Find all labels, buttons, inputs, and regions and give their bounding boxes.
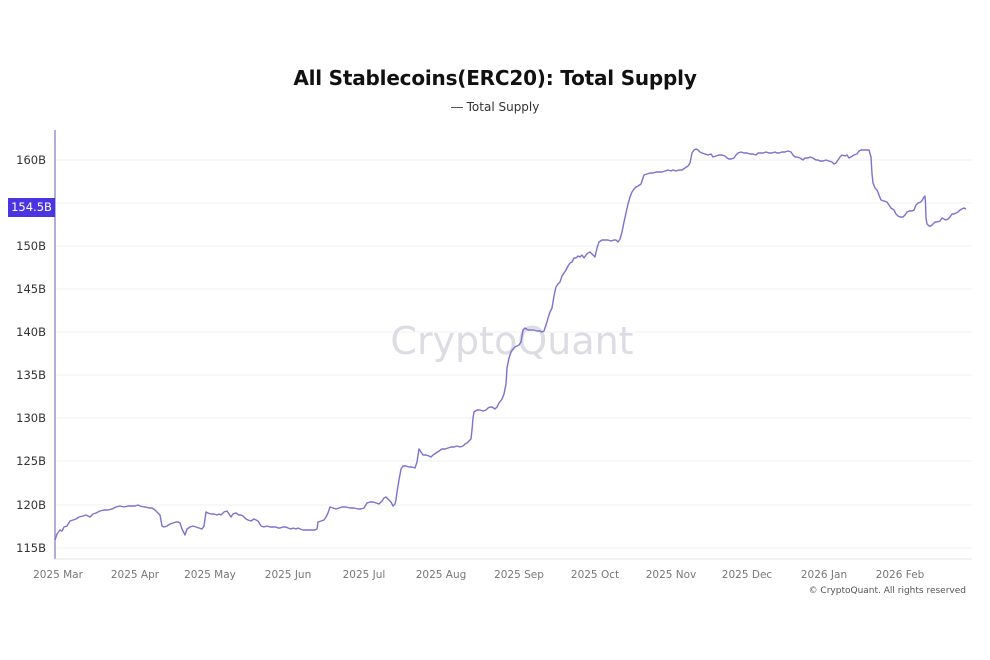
- legend-label: Total Supply: [466, 100, 540, 114]
- x-label: 2025 Sep: [494, 569, 544, 581]
- y-axis-labels: 160B 150B 145B 140B 135B 130B 125B 120B …: [16, 153, 46, 555]
- x-label: 2026 Jan: [801, 569, 847, 581]
- y-label: 150B: [16, 239, 46, 253]
- x-label: 2025 Dec: [722, 569, 773, 581]
- x-label: 2025 Oct: [571, 569, 619, 581]
- y-label: 145B: [16, 282, 46, 296]
- x-label: 2025 Jul: [343, 569, 386, 581]
- x-label: 2025 Mar: [33, 569, 84, 581]
- copyright-notice: © CryptoQuant. All rights reserved: [808, 586, 966, 596]
- watermark: CryptoQuant: [390, 319, 633, 363]
- y-label: 115B: [16, 541, 46, 555]
- current-value-badge: 154.5B: [8, 198, 55, 217]
- total-supply-line[interactable]: [54, 148, 967, 541]
- x-axis-labels: 2025 Mar 2025 Apr 2025 May 2025 Jun 2025…: [33, 569, 925, 581]
- y-label: 130B: [16, 411, 46, 425]
- gridlines: [56, 159, 972, 549]
- y-label: 135B: [16, 368, 46, 382]
- x-label: 2025 Nov: [646, 569, 697, 581]
- y-label: 160B: [16, 153, 46, 167]
- chart-title: All Stablecoins(ERC20): Total Supply: [293, 66, 697, 90]
- legend[interactable]: Total Supply: [0, 100, 990, 114]
- x-label: 2025 Jun: [265, 569, 311, 581]
- x-label: 2025 May: [184, 569, 236, 581]
- legend-line-icon: [450, 107, 463, 108]
- y-label: 120B: [16, 498, 46, 512]
- x-label: 2025 Apr: [111, 569, 160, 581]
- x-label: 2026 Feb: [876, 569, 925, 581]
- x-label: 2025 Aug: [416, 569, 467, 581]
- y-label: 125B: [16, 454, 46, 468]
- y-label: 140B: [16, 325, 46, 339]
